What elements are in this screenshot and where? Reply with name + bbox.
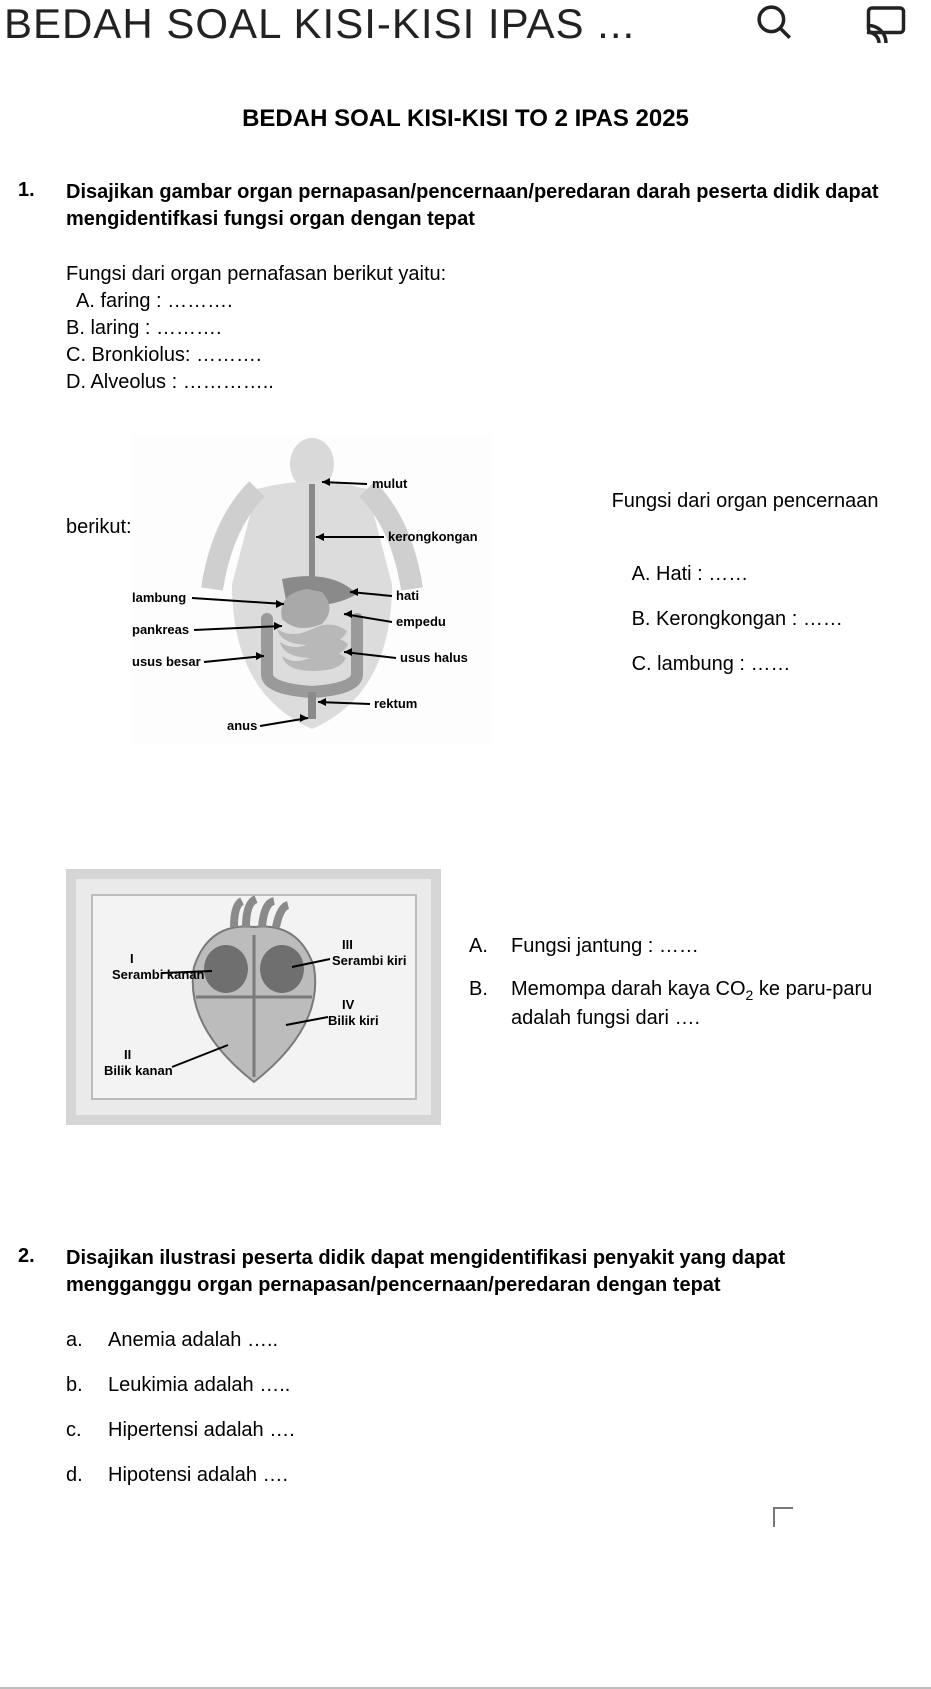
heart-label-ii-text: Bilik kanan (104, 1063, 173, 1078)
heart-opt-a-label: A. (469, 933, 493, 960)
digest-lead: Fungsi dari organ pencernaan (612, 490, 913, 513)
topbar-actions (753, 1, 907, 48)
label-kerongkongan: kerongkongan (388, 529, 478, 544)
heart-diagram: I Serambi kanan II Bilik kanan III Seram… (66, 869, 441, 1125)
respiration-lead: Fungsi dari organ pernafasan berikut yai… (66, 261, 913, 288)
label-usus-besar: usus besar (132, 654, 201, 669)
heart-label-iii: III (342, 937, 353, 952)
heart-opt-b-text: Memompa darah kaya CO2 ke paru-paru adal… (511, 976, 913, 1032)
digestive-diagram: mulut kerongkongan hati empedu usus halu… (132, 434, 492, 744)
heart-label-i-text: Serambi kanan (112, 967, 205, 982)
heart-section: I Serambi kanan II Bilik kanan III Seram… (66, 869, 913, 1125)
heart-opt-a-text: Fungsi jantung : …… (511, 933, 699, 960)
page-corner-mark (18, 1507, 913, 1537)
resp-option-d: D. Alveolus : ………….. (66, 369, 913, 396)
digest-option-b: B. Kerongkongan : …… (612, 606, 913, 633)
cast-icon[interactable] (865, 1, 907, 48)
heart-opt-b-label: B. (469, 976, 493, 1032)
label-hati: hati (396, 588, 419, 603)
label-usus-halus: usus halus (400, 650, 468, 665)
resp-option-b: B. laring : ………. (66, 315, 913, 342)
q2-option-c: c. Hipertensi adalah …. (66, 1417, 913, 1444)
digest-inline-word: berikut: (66, 516, 132, 539)
question-2-header: 2. Disajikan ilustrasi peserta didik dap… (18, 1245, 913, 1299)
label-mulut: mulut (372, 476, 408, 491)
resp-option-c: C. Bronkiolus: ………. (66, 342, 913, 369)
digestive-section: berikut: (66, 434, 913, 749)
label-lambung: lambung (132, 590, 186, 605)
digest-option-c: C. lambung : …… (612, 651, 913, 678)
digest-option-a: A. Hati : …… (612, 561, 913, 588)
search-icon[interactable] (753, 1, 795, 48)
q2-option-d: d. Hipotensi adalah …. (66, 1462, 913, 1489)
q2-option-a: a. Anemia adalah ….. (66, 1327, 913, 1354)
heart-option-a: A. Fungsi jantung : …… (469, 933, 913, 960)
heart-label-iii-text: Serambi kiri (332, 953, 406, 968)
heart-label-iv-text: Bilik kiri (328, 1013, 379, 1028)
heart-label-i: I (130, 951, 134, 966)
q2-option-b: b. Leukimia adalah ….. (66, 1372, 913, 1399)
label-rektum: rektum (374, 696, 417, 711)
label-pankreas: pankreas (132, 622, 189, 637)
label-anus: anus (227, 718, 257, 733)
resp-option-a: A. faring : ………. (66, 288, 913, 315)
question-prompt: Disajikan gambar organ pernapasan/pencer… (66, 179, 913, 233)
heart-option-b: B. Memompa darah kaya CO2 ke paru-paru a… (469, 976, 913, 1032)
label-empedu: empedu (396, 614, 446, 629)
heart-label-ii: II (124, 1047, 131, 1062)
question-number: 1. (18, 179, 48, 233)
heart-label-iv: IV (342, 997, 355, 1012)
question-number: 2. (18, 1245, 48, 1299)
document-page: BEDAH SOAL KISI-KISI TO 2 IPAS 2025 1. D… (0, 55, 931, 1677)
question-1-header: 1. Disajikan gambar organ pernapasan/pen… (18, 179, 913, 233)
topbar-title: BEDAH SOAL KISI-KISI IPAS ... (4, 0, 635, 48)
app-topbar: BEDAH SOAL KISI-KISI IPAS ... (0, 0, 931, 55)
question-prompt: Disajikan ilustrasi peserta didik dapat … (66, 1245, 913, 1299)
document-title: BEDAH SOAL KISI-KISI TO 2 IPAS 2025 (18, 105, 913, 133)
